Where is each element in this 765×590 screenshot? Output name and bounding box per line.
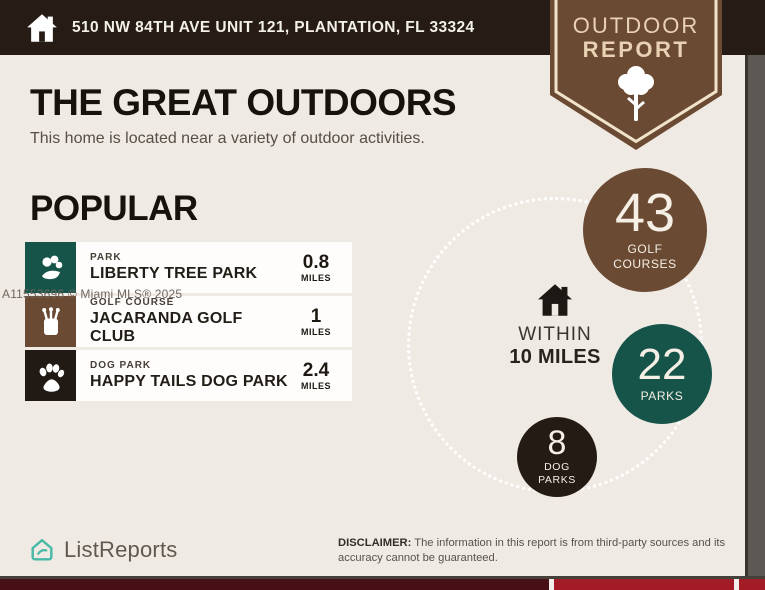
- radius-within-label: WITHIN: [518, 324, 592, 345]
- property-address: 510 NW 84TH AVE UNIT 121, PLANTATION, FL…: [72, 18, 475, 36]
- stat-value: 43: [614, 182, 676, 243]
- disclaimer-label: DISCLAIMER:: [338, 537, 412, 549]
- place-distance-unit: MILES: [300, 272, 331, 283]
- radius-miles-label: 10 MILES: [509, 346, 601, 368]
- paw-icon: [25, 350, 76, 401]
- stat-value: 22: [637, 340, 687, 390]
- place-distance: 0.8: [302, 251, 330, 273]
- place-category: PARK: [90, 252, 122, 263]
- place-category: GOLF COURSE: [90, 297, 175, 308]
- place-distance-unit: MILES: [300, 380, 331, 391]
- place-name: LIBERTY TREE PARK: [90, 265, 258, 282]
- place-distance: 2.4: [302, 359, 330, 381]
- page-subtitle: This home is located near a variety of o…: [30, 130, 425, 147]
- place-distance-unit: MILES: [300, 326, 331, 337]
- home-icon: [27, 13, 57, 42]
- park-icon: [25, 242, 76, 293]
- list-item-park: PARK LIBERTY TREE PARK 0.8 MILES: [25, 242, 352, 293]
- mls-watermark: A11553696 © Miami MLS® 2025: [2, 287, 183, 301]
- listreports-house-icon: [31, 538, 53, 561]
- home-icon: [538, 284, 572, 316]
- list-item-golf-course: GOLF COURSE JACARANDA GOLF CLUB 1 MILES: [25, 296, 352, 347]
- stat-bubble-dog-parks: 8 DOG PARKS: [517, 417, 597, 497]
- golf-icon: [25, 296, 76, 347]
- page-title: THE GREAT OUTDOORS: [30, 82, 457, 123]
- popular-heading: POPULAR: [30, 189, 198, 228]
- disclaimer-text: The information in this report is from t…: [338, 537, 726, 565]
- stat-label: GOLF COURSES: [613, 242, 677, 272]
- progress-segment-dark[interactable]: [0, 579, 549, 590]
- place-name: JACARANDA GOLF CLUB: [90, 310, 243, 345]
- stat-label: DOG PARKS: [538, 460, 576, 486]
- badge-title-line1: OUTDOOR: [572, 13, 700, 38]
- stat-value: 8: [547, 424, 567, 463]
- bottom-progress-bar[interactable]: [0, 579, 765, 590]
- place-category: DOG PARK: [90, 360, 152, 371]
- radius-center: WITHIN 10 MILES: [488, 283, 622, 369]
- progress-segment-bright[interactable]: [739, 579, 765, 590]
- bottom-divider: [0, 576, 765, 579]
- disclaimer: DISCLAIMER: The information in this repo…: [338, 536, 738, 566]
- popular-places-list: PARK LIBERTY TREE PARK 0.8 MILES: [25, 242, 352, 404]
- place-name: HAPPY TAILS DOG PARK: [90, 373, 288, 390]
- stat-bubble-golf-courses: 43 GOLF COURSES: [583, 168, 707, 292]
- outdoor-report-badge: OUTDOOR REPORT: [550, 0, 722, 150]
- list-item-dog-park: DOG PARK HAPPY TAILS DOG PARK 2.4 MILES: [25, 350, 352, 401]
- progress-tick: [549, 579, 554, 590]
- listreports-logo: ListReports: [28, 536, 177, 564]
- progress-segment-bright[interactable]: [554, 579, 734, 590]
- brand-name: ListReports: [64, 537, 178, 562]
- place-distance: 1: [310, 305, 322, 327]
- stat-label: PARKS: [640, 388, 684, 403]
- badge-title-line2: REPORT: [582, 37, 690, 62]
- tree-icon: [618, 66, 654, 121]
- progress-tick: [734, 579, 739, 590]
- window-edge: [745, 55, 765, 576]
- stat-bubble-parks: 22 PARKS: [612, 324, 712, 424]
